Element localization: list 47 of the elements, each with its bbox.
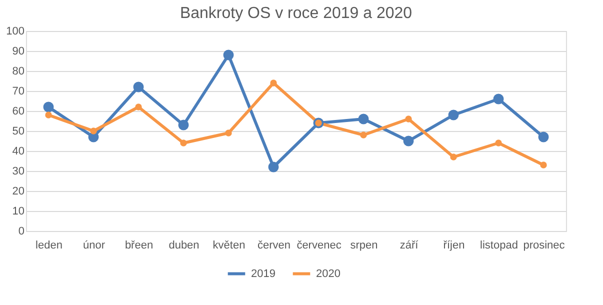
x-tick-label: červen: [257, 240, 291, 252]
x-tick-label: duben: [168, 240, 200, 252]
x-tick-label: říjen: [443, 240, 465, 252]
legend-label: 2020: [316, 268, 340, 280]
point: [540, 162, 547, 168]
y-tick-label: 10: [12, 206, 24, 218]
point: [133, 82, 144, 92]
point: [405, 116, 412, 122]
point: [493, 94, 504, 104]
y-tick-label: 60: [12, 106, 24, 118]
point: [448, 110, 459, 120]
x-tick-label: únor: [82, 240, 106, 252]
y-tick-label: 30: [12, 166, 24, 178]
chart-title: Bankroty OS v roce 2019 a 2020: [180, 5, 412, 22]
y-tick-label: 90: [12, 46, 24, 58]
y-tick-label: 80: [12, 66, 24, 78]
y-tick-label: 70: [12, 86, 24, 98]
point: [90, 128, 97, 134]
legend-label: 2019: [251, 268, 276, 280]
point: [180, 140, 187, 146]
point: [495, 140, 502, 146]
point: [45, 112, 52, 118]
x-tick-label: prosinec: [523, 240, 566, 252]
y-tick-label: 100: [6, 26, 24, 38]
point: [178, 120, 189, 130]
point: [403, 136, 414, 146]
y-tick-label: 40: [12, 146, 24, 158]
point: [450, 154, 457, 160]
x-tick-label: srpen: [350, 240, 378, 252]
point: [360, 132, 367, 138]
x-tick-label: květen: [212, 240, 246, 252]
x-tick-label: červenec: [296, 240, 342, 252]
point: [225, 130, 232, 136]
x-tick-label: leden: [36, 240, 62, 252]
x-tick-label: září: [400, 240, 420, 252]
point: [270, 80, 277, 86]
point: [538, 132, 549, 142]
point: [358, 114, 369, 124]
point: [43, 102, 54, 112]
point: [135, 104, 142, 110]
x-tick-label: břeen: [124, 240, 154, 252]
x-tick-label: listopad: [480, 240, 518, 252]
point: [268, 162, 279, 172]
y-tick-label: 0: [18, 226, 24, 238]
y-tick-label: 20: [12, 186, 24, 198]
point: [223, 50, 234, 60]
y-tick-label: 50: [12, 126, 24, 138]
